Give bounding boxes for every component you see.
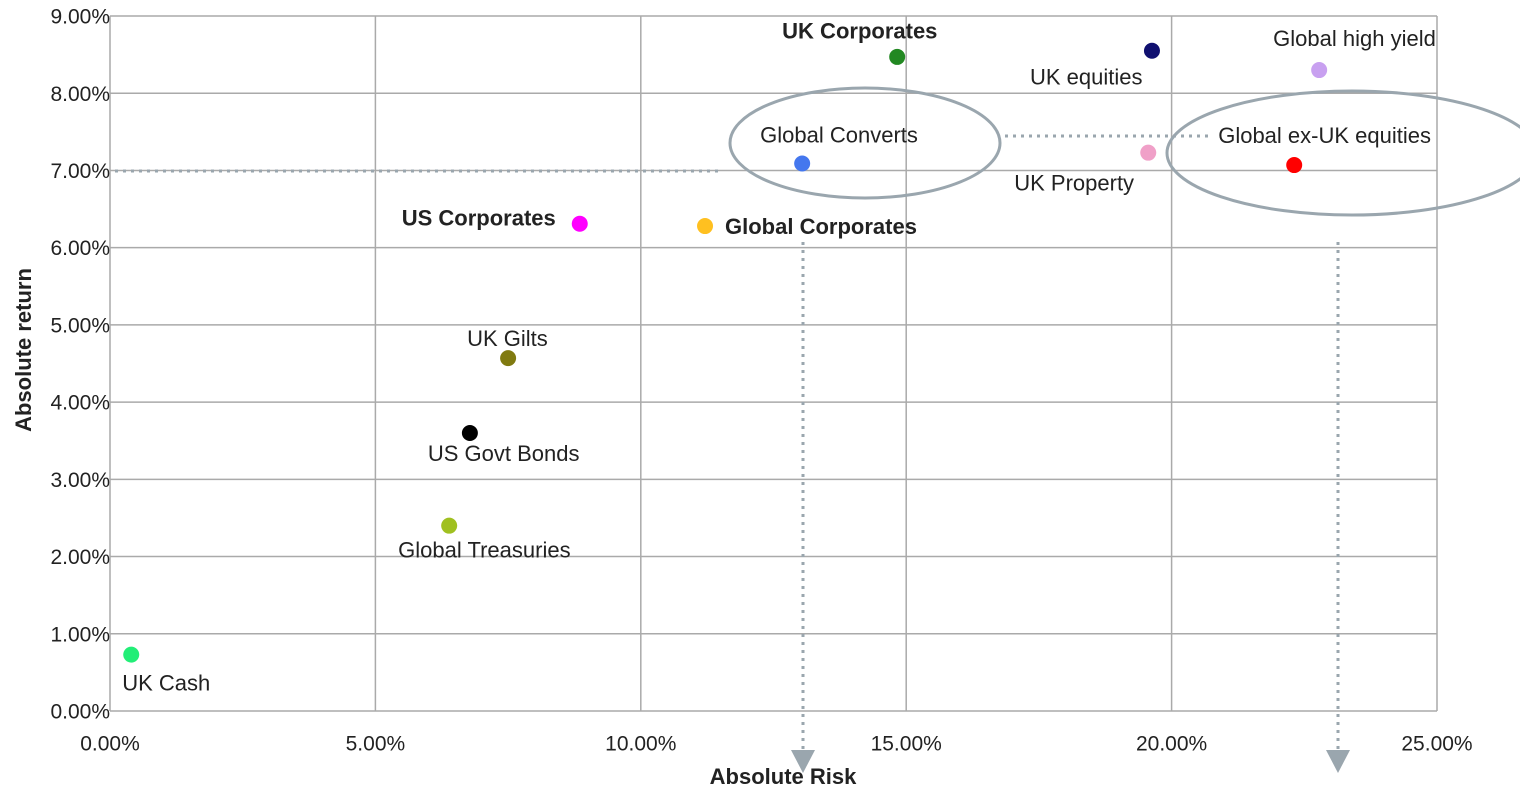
y-tick-label: 7.00% (50, 160, 110, 183)
point (1140, 144, 1157, 161)
point-label: UK equities (1030, 65, 1143, 90)
point-label: Global ex-UK equities (1218, 123, 1431, 148)
y-tick-label: 4.00% (50, 392, 110, 415)
point (500, 350, 517, 367)
highlight-ellipse (1165, 89, 1520, 217)
x-tick-label: 20.00% (1136, 733, 1207, 756)
y-tick-label: 9.00% (50, 6, 110, 29)
arrow-head (1326, 750, 1350, 773)
y-tick-label: 8.00% (50, 83, 110, 106)
point-label: UK Gilts (467, 326, 548, 351)
point (1143, 42, 1160, 59)
point (794, 155, 811, 172)
point (1311, 62, 1328, 79)
point-label: Global Treasuries (398, 537, 570, 562)
arrow-head (791, 750, 815, 773)
point-label: Global Corporates (725, 214, 917, 239)
point (697, 218, 714, 235)
y-axis-label: Absolute return (11, 268, 36, 432)
point-label: UK Property (1014, 170, 1134, 195)
y-tick-label: 3.00% (50, 469, 110, 492)
y-tick-label: 1.00% (50, 623, 110, 646)
point (571, 215, 588, 232)
y-tick-label: 5.00% (50, 314, 110, 337)
y-tick-label: 0.00% (50, 701, 110, 724)
y-tick-label: 2.00% (50, 546, 110, 569)
x-axis-label: Absolute Risk (710, 764, 857, 789)
plot-area (109, 15, 1438, 712)
x-tick-label: 15.00% (871, 733, 942, 756)
x-tick-label: 25.00% (1401, 733, 1472, 756)
x-tick-label: 10.00% (605, 733, 676, 756)
highlight-ellipse (728, 86, 1002, 200)
point-label: US Corporates (402, 206, 556, 231)
point (123, 646, 140, 663)
x-tick-label: 0.00% (80, 733, 140, 756)
point (461, 425, 478, 441)
x-tick-label: 5.00% (346, 733, 406, 756)
point-label: Global Converts (760, 122, 918, 147)
y-tick-label: 6.00% (50, 237, 110, 260)
annotations (115, 86, 1520, 773)
point-label: US Govt Bonds (428, 441, 580, 466)
point-label: UK Cash (122, 670, 210, 695)
point (1286, 157, 1303, 174)
point-label: Global high yield (1273, 26, 1436, 51)
point-label: UK Corporates (782, 19, 937, 44)
point (889, 48, 906, 65)
point (441, 517, 458, 534)
